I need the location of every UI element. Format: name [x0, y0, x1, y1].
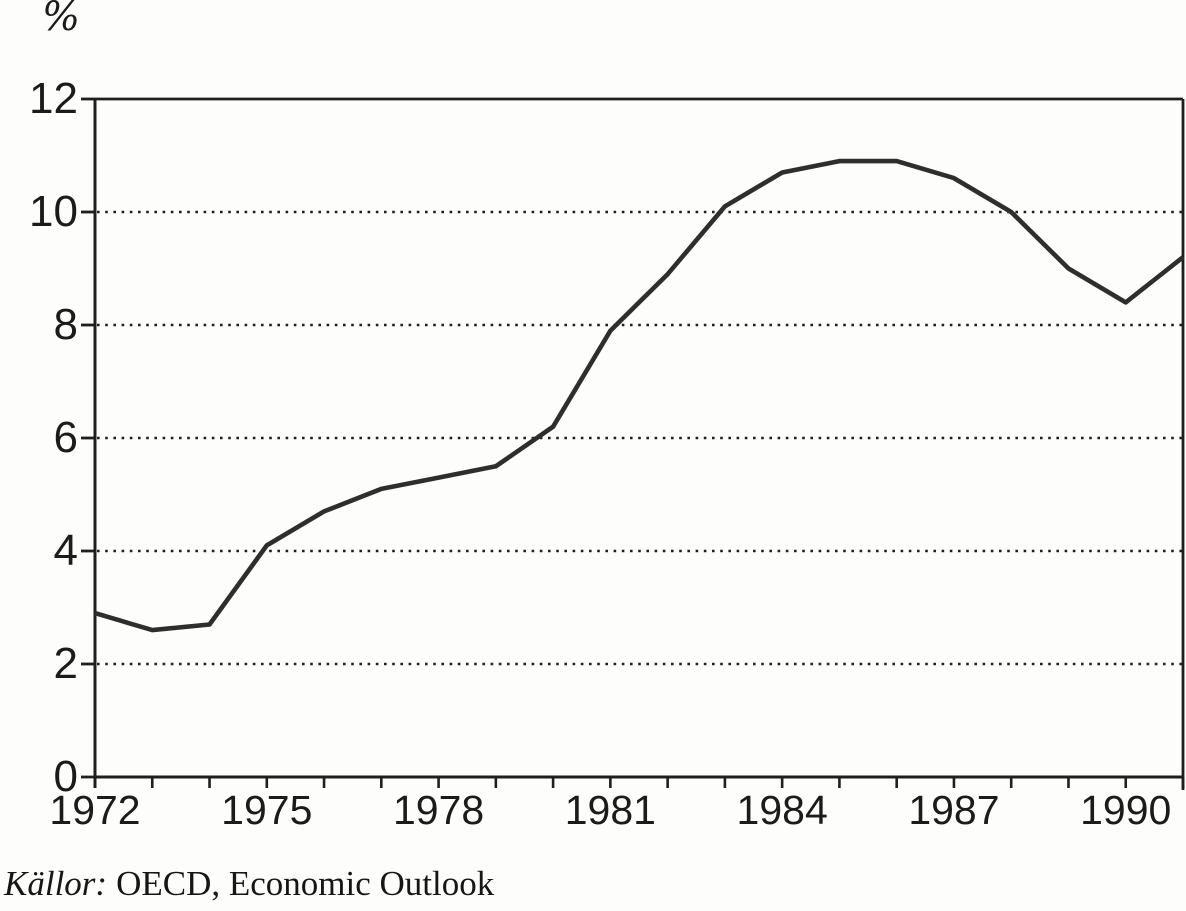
- x-tick-label-1981: 1981: [564, 787, 656, 833]
- x-tick-label-1978: 1978: [392, 787, 485, 833]
- y-axis-unit-label: %: [42, 0, 81, 40]
- data-line-rate-percent: [94, 158, 1185, 633]
- source-prefix: Källor:: [4, 864, 108, 903]
- y-tick-label-8: 8: [53, 300, 78, 349]
- y-tick-label-0: 0: [53, 752, 78, 801]
- source-text: OECD, Economic Outlook: [116, 864, 495, 903]
- y-tick-label-10: 10: [29, 187, 78, 236]
- y-tick-label-12: 12: [29, 74, 78, 123]
- y-tick-label-2: 2: [53, 639, 78, 688]
- source-caption: Källor: OECD, Economic Outlook: [4, 864, 494, 904]
- x-tick-label-1975: 1975: [221, 787, 313, 833]
- y-tick-label-4: 4: [53, 526, 78, 575]
- x-tick-label-1987: 1987: [908, 787, 1000, 833]
- x-tick-label-1972: 1972: [49, 787, 141, 833]
- x-tick-label-1990: 1990: [1080, 787, 1172, 833]
- y-tick-label-6: 6: [53, 413, 78, 462]
- x-tick-label-1984: 1984: [736, 787, 828, 833]
